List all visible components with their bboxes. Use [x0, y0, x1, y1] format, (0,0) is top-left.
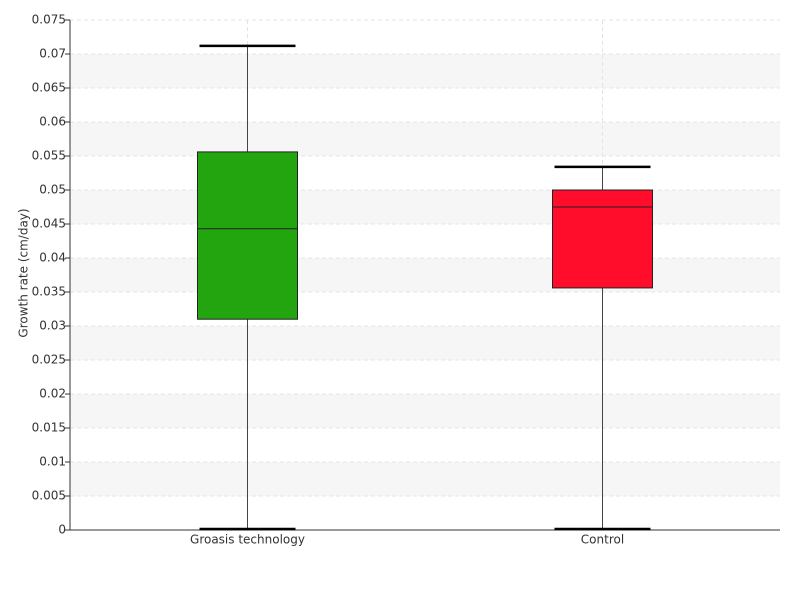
y-tick-label: 0.075: [32, 13, 66, 27]
grid-band: [70, 54, 780, 88]
y-tick-label: 0.06: [39, 115, 66, 129]
grid-band: [70, 462, 780, 496]
y-tick-label: 0.03: [39, 319, 66, 333]
y-tick-label: 0.065: [32, 81, 66, 95]
y-tick-label: 0.01: [39, 455, 66, 469]
y-tick-label: 0.025: [32, 353, 66, 367]
grid-band: [70, 326, 780, 360]
y-tick-label: 0.02: [39, 387, 66, 401]
y-axis-label: Growth rate (cm/day): [17, 208, 31, 337]
y-tick-label: 0.07: [39, 47, 66, 61]
x-tick-label: Control: [581, 533, 624, 547]
y-tick-label: 0.04: [39, 251, 66, 265]
grid-band: [70, 190, 780, 224]
box: [197, 151, 298, 320]
grid-band: [70, 394, 780, 428]
y-tick-label: 0.05: [39, 183, 66, 197]
box: [552, 189, 653, 289]
y-tick-label: 0.005: [32, 489, 66, 503]
y-tick-label: 0.035: [32, 285, 66, 299]
y-tick-label: 0.055: [32, 149, 66, 163]
y-tick-label: 0.015: [32, 421, 66, 435]
y-tick-label: 0.045: [32, 217, 66, 231]
grid-band: [70, 258, 780, 292]
y-tick-label: 0: [58, 523, 66, 537]
grid-band: [70, 122, 780, 156]
x-tick-label: Groasis technology: [190, 533, 305, 547]
